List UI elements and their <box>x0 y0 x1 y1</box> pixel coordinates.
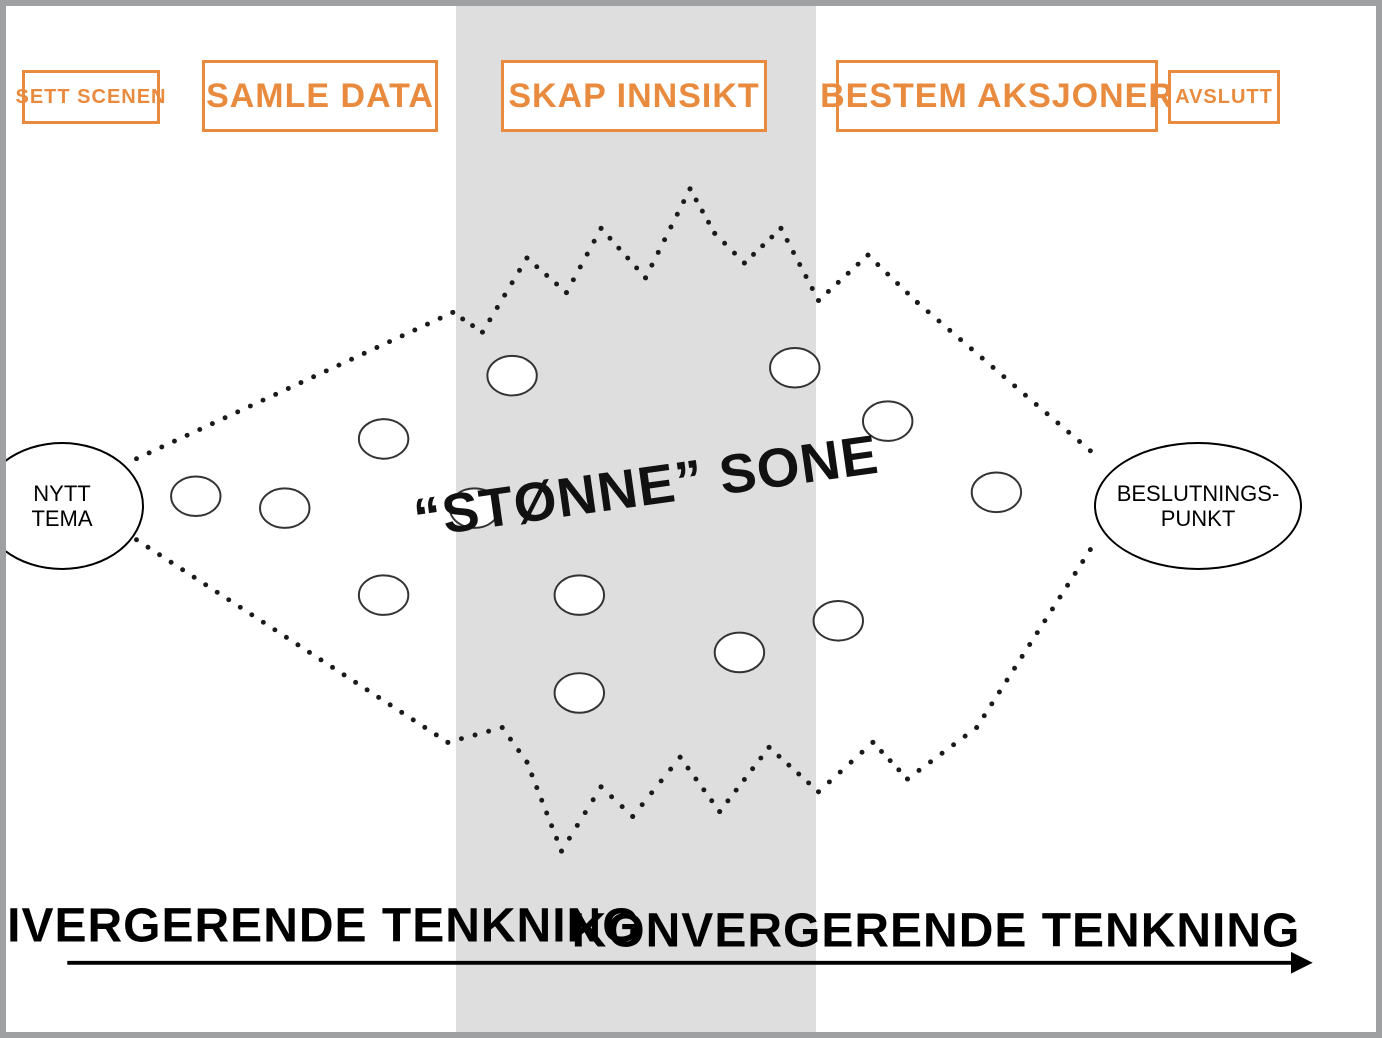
phase-4: BESTEM AKSJONER <box>836 60 1158 132</box>
end-label-line1: BESLUTNINGS- <box>1117 481 1280 506</box>
diagram-frame: SETT SCENEN SAMLE DATA SKAP INNSIKT BESTEM … <box>0 0 1382 1038</box>
divergent-label: Divergerende tenkning <box>0 899 641 954</box>
start-label-line1: NYTT <box>33 481 90 506</box>
phase-3: SKAP INNSIKT <box>501 60 767 132</box>
end-label-line2: PUNKT <box>1161 506 1236 531</box>
start-ellipse: NYTT TEMA <box>0 442 144 570</box>
start-label-line2: TEMA <box>31 506 92 531</box>
phase-5: AVSLUTT <box>1168 70 1280 124</box>
phase-1: SETT SCENEN <box>22 70 160 124</box>
end-ellipse: BESLUTNINGS- PUNKT <box>1094 442 1302 570</box>
convergent-label: Konvergerende tenkning <box>572 904 1301 959</box>
phase-2: SAMLE DATA <box>202 60 438 132</box>
